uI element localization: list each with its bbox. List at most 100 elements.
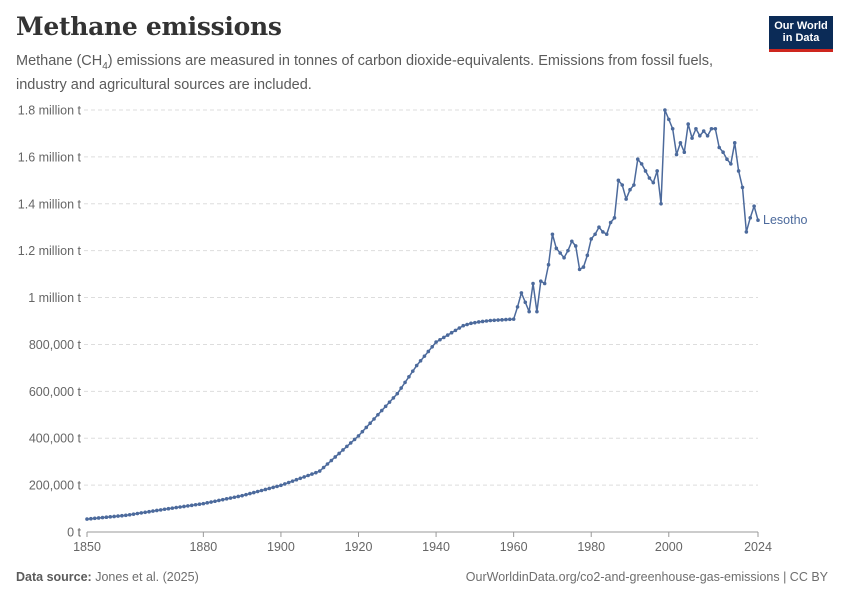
data-point bbox=[108, 515, 113, 519]
data-point bbox=[682, 150, 687, 154]
data-point bbox=[248, 491, 252, 496]
data-point bbox=[647, 176, 652, 180]
data-point bbox=[158, 508, 163, 512]
data-point bbox=[127, 512, 132, 517]
data-point bbox=[321, 465, 326, 470]
data-point bbox=[283, 482, 287, 486]
data-point bbox=[286, 480, 291, 485]
data-point bbox=[193, 502, 198, 507]
data-point bbox=[376, 412, 380, 417]
data-point bbox=[302, 475, 307, 479]
data-point bbox=[306, 473, 310, 478]
data-point bbox=[372, 417, 376, 421]
logo-line-1: Our World bbox=[774, 20, 828, 32]
data-point bbox=[488, 318, 493, 323]
data-point bbox=[515, 305, 520, 309]
data-point bbox=[473, 320, 477, 325]
data-point bbox=[360, 429, 365, 434]
data-point bbox=[182, 504, 186, 509]
y-tick-label: 1.2 million t bbox=[18, 244, 82, 258]
data-point bbox=[729, 162, 733, 166]
owid-logo[interactable]: Our World in Data bbox=[769, 16, 833, 52]
data-point bbox=[655, 169, 659, 173]
data-point bbox=[403, 380, 407, 385]
data-point bbox=[368, 421, 372, 426]
data-point bbox=[352, 437, 357, 442]
data-point bbox=[411, 369, 415, 373]
y-tick-label: 0 t bbox=[67, 526, 81, 540]
data-point bbox=[527, 309, 531, 314]
data-point bbox=[523, 300, 528, 305]
data-point bbox=[659, 201, 663, 206]
data-point bbox=[632, 183, 636, 187]
data-point bbox=[426, 349, 431, 354]
data-point bbox=[442, 335, 446, 340]
data-point bbox=[201, 501, 206, 506]
data-point bbox=[717, 145, 722, 150]
data-point bbox=[213, 499, 217, 504]
footer-url-license[interactable]: OurWorldinData.org/co2-and-greenhouse-ga… bbox=[465, 570, 828, 584]
data-point bbox=[694, 126, 698, 131]
data-source-link[interactable]: Jones et al. (2025) bbox=[95, 570, 199, 584]
data-point bbox=[387, 400, 392, 404]
data-point bbox=[449, 330, 454, 335]
data-point bbox=[341, 448, 345, 452]
data-point bbox=[418, 359, 423, 363]
data-point bbox=[383, 404, 388, 409]
data-point bbox=[570, 239, 574, 244]
data-point bbox=[686, 122, 690, 126]
x-axis: 1850 1880 1900 1920 1940 1960 1980 2000 2024 bbox=[73, 531, 772, 554]
data-point bbox=[422, 354, 427, 358]
data-point bbox=[674, 152, 679, 157]
data-point bbox=[620, 183, 625, 187]
data-point bbox=[507, 317, 512, 322]
chart-title: Methane emissions bbox=[16, 12, 282, 41]
data-point bbox=[604, 232, 609, 237]
data-point bbox=[453, 328, 458, 333]
data-point bbox=[116, 514, 120, 518]
data-point bbox=[616, 178, 621, 183]
data-point bbox=[581, 265, 586, 269]
data-point bbox=[290, 479, 295, 483]
data-point bbox=[178, 505, 182, 509]
data-point bbox=[267, 486, 272, 491]
data-point bbox=[135, 511, 140, 516]
data-source-label: Data source: bbox=[16, 570, 92, 584]
data-point bbox=[251, 490, 256, 495]
data-point bbox=[186, 504, 190, 508]
series-label: Lesotho bbox=[763, 213, 808, 227]
data-point bbox=[310, 472, 314, 476]
data-point bbox=[628, 187, 632, 192]
data-point bbox=[155, 508, 159, 513]
x-tick-label: 1880 bbox=[189, 540, 217, 554]
data-point bbox=[407, 375, 411, 379]
subtitle-subscript: 4 bbox=[102, 60, 108, 72]
data-point bbox=[558, 251, 562, 255]
data-point bbox=[713, 126, 718, 131]
data-point bbox=[469, 321, 473, 326]
data-point bbox=[356, 434, 361, 438]
y-tick-label: 1 million t bbox=[28, 291, 81, 305]
data-point bbox=[104, 515, 109, 520]
data-point bbox=[345, 444, 349, 449]
data-point bbox=[174, 505, 179, 510]
data-source: Data source: Jones et al. (2025) bbox=[16, 570, 199, 584]
data-point bbox=[139, 511, 144, 515]
data-point bbox=[333, 455, 338, 459]
x-tick-label: 1960 bbox=[500, 540, 528, 554]
data-point bbox=[740, 185, 745, 190]
data-point bbox=[709, 126, 714, 131]
data-point bbox=[131, 512, 136, 516]
data-point bbox=[89, 516, 93, 521]
subtitle-part-2: ) emissions are measured in tonnes of ca… bbox=[16, 53, 714, 93]
data-point bbox=[752, 204, 756, 208]
y-tick-label: 1.6 million t bbox=[18, 150, 82, 164]
x-tick-label: 1900 bbox=[267, 540, 295, 554]
y-tick-label: 1.8 million t bbox=[18, 104, 82, 118]
data-point bbox=[209, 500, 213, 504]
data-point bbox=[236, 494, 241, 499]
data-point bbox=[395, 391, 400, 396]
data-point bbox=[608, 220, 613, 225]
data-point bbox=[701, 129, 706, 133]
data-point bbox=[476, 320, 481, 324]
